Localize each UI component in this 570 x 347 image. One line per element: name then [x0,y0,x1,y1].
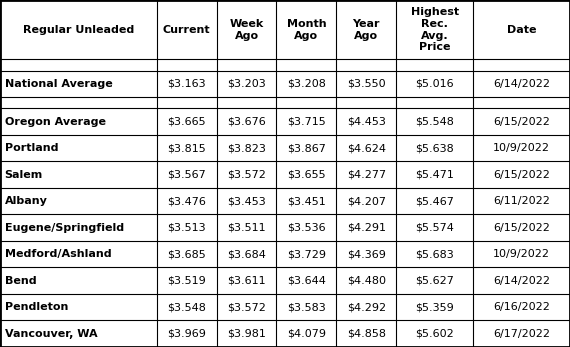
Text: $5.016: $5.016 [416,79,454,89]
Text: Regular Unleaded: Regular Unleaded [23,25,134,35]
Text: $5.471: $5.471 [415,170,454,180]
Text: Week
Ago: Week Ago [229,19,264,41]
Text: $3.583: $3.583 [287,302,325,312]
Text: $4.858: $4.858 [347,329,386,339]
Text: $3.451: $3.451 [287,196,325,206]
Text: Vancouver, WA: Vancouver, WA [5,329,97,339]
Text: 6/15/2022: 6/15/2022 [493,117,550,127]
Text: $3.823: $3.823 [227,143,266,153]
Text: $5.359: $5.359 [416,302,454,312]
Text: $4.079: $4.079 [287,329,326,339]
Text: $4.291: $4.291 [347,223,386,233]
Text: $3.572: $3.572 [227,170,266,180]
Text: $3.611: $3.611 [227,276,266,286]
Text: Highest
Rec.
Avg.
Price: Highest Rec. Avg. Price [410,7,459,52]
Text: National Average: National Average [5,79,112,89]
Text: $3.644: $3.644 [287,276,326,286]
Text: $4.277: $4.277 [347,170,386,180]
Text: Pendleton: Pendleton [5,302,68,312]
Text: Albany: Albany [5,196,47,206]
Text: 6/11/2022: 6/11/2022 [493,196,550,206]
Text: $3.729: $3.729 [287,249,326,259]
Text: $3.684: $3.684 [227,249,266,259]
Text: Date: Date [507,25,536,35]
Text: $3.208: $3.208 [287,79,326,89]
Text: $3.676: $3.676 [227,117,266,127]
Text: $3.511: $3.511 [227,223,266,233]
Text: Month
Ago: Month Ago [287,19,326,41]
Text: $5.683: $5.683 [416,249,454,259]
Text: $3.203: $3.203 [227,79,266,89]
Text: $5.627: $5.627 [415,276,454,286]
Text: $3.519: $3.519 [168,276,206,286]
Text: Bend: Bend [5,276,36,286]
Text: $4.207: $4.207 [347,196,386,206]
Text: $3.453: $3.453 [227,196,266,206]
Text: $4.624: $4.624 [347,143,386,153]
Text: $3.476: $3.476 [167,196,206,206]
Text: $3.867: $3.867 [287,143,326,153]
Text: $4.369: $4.369 [347,249,386,259]
Text: $3.536: $3.536 [287,223,325,233]
Text: $3.567: $3.567 [168,170,206,180]
Text: 6/14/2022: 6/14/2022 [493,79,550,89]
Text: $3.685: $3.685 [168,249,206,259]
Text: $3.548: $3.548 [167,302,206,312]
Text: Year
Ago: Year Ago [352,19,380,41]
Text: $3.550: $3.550 [347,79,385,89]
Text: Current: Current [163,25,210,35]
Text: $3.969: $3.969 [167,329,206,339]
Text: $5.602: $5.602 [416,329,454,339]
Text: 6/14/2022: 6/14/2022 [493,276,550,286]
Text: $3.815: $3.815 [168,143,206,153]
Text: 10/9/2022: 10/9/2022 [493,249,550,259]
Text: $3.665: $3.665 [168,117,206,127]
Text: $3.655: $3.655 [287,170,325,180]
Text: Oregon Average: Oregon Average [5,117,105,127]
Text: $3.715: $3.715 [287,117,325,127]
Text: Salem: Salem [5,170,43,180]
Text: $4.292: $4.292 [347,302,386,312]
Text: $5.574: $5.574 [415,223,454,233]
Text: $5.548: $5.548 [415,117,454,127]
Text: Portland: Portland [5,143,58,153]
Text: $3.981: $3.981 [227,329,266,339]
Text: $3.163: $3.163 [168,79,206,89]
Text: $5.467: $5.467 [415,196,454,206]
Text: $4.453: $4.453 [347,117,386,127]
Text: 6/17/2022: 6/17/2022 [493,329,550,339]
Text: 6/15/2022: 6/15/2022 [493,170,550,180]
Text: 10/9/2022: 10/9/2022 [493,143,550,153]
Text: Eugene/Springfield: Eugene/Springfield [5,223,124,233]
Text: 6/16/2022: 6/16/2022 [493,302,550,312]
Text: Medford/Ashland: Medford/Ashland [5,249,111,259]
Text: 6/15/2022: 6/15/2022 [493,223,550,233]
Text: $5.638: $5.638 [416,143,454,153]
Text: $4.480: $4.480 [347,276,386,286]
Text: $3.513: $3.513 [168,223,206,233]
Text: $3.572: $3.572 [227,302,266,312]
